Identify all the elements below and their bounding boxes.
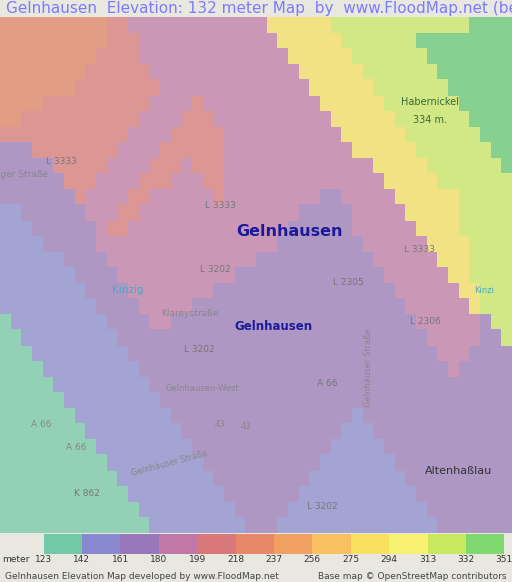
Text: Altenhaßlau: Altenhaßlau	[424, 466, 492, 475]
Text: 123: 123	[35, 555, 52, 564]
Text: Gelnhausen-West: Gelnhausen-West	[165, 384, 239, 393]
Text: Kinzig: Kinzig	[112, 285, 144, 296]
Bar	[236, 534, 274, 554]
Bar	[466, 534, 504, 554]
Text: K 862: K 862	[74, 489, 100, 498]
Text: 180: 180	[150, 555, 167, 564]
Text: Gelnhausen: Gelnhausen	[235, 320, 313, 333]
Text: eiger Straße: eiger Straße	[0, 170, 49, 179]
Bar	[428, 534, 466, 554]
Text: Klareystraße: Klareystraße	[161, 309, 218, 318]
Text: L 2305: L 2305	[333, 278, 364, 288]
Bar	[120, 534, 159, 554]
Text: L 3202: L 3202	[200, 265, 230, 274]
Bar	[197, 534, 236, 554]
Bar	[312, 534, 351, 554]
Text: 43: 43	[241, 423, 251, 431]
Text: 142: 142	[73, 555, 91, 564]
Text: Gelnhäuser Straße: Gelnhäuser Straße	[364, 328, 373, 407]
Text: A 66: A 66	[66, 443, 86, 452]
Text: 313: 313	[419, 555, 436, 564]
Text: 334 m.: 334 m.	[413, 115, 447, 126]
Text: 237: 237	[265, 555, 283, 564]
Text: A 66: A 66	[31, 420, 51, 429]
Bar	[82, 534, 120, 554]
Bar	[159, 534, 197, 554]
Text: meter: meter	[3, 555, 30, 564]
Text: Gelnhausen Elevation Map developed by www.FloodMap.net: Gelnhausen Elevation Map developed by ww…	[5, 572, 279, 581]
Text: 332: 332	[457, 555, 475, 564]
Text: 218: 218	[227, 555, 244, 564]
Text: L 3333: L 3333	[404, 245, 435, 254]
Text: 275: 275	[342, 555, 359, 564]
Text: L 2306: L 2306	[410, 317, 440, 326]
Text: Gelnhäuser Straße: Gelnhäuser Straße	[130, 449, 208, 478]
Bar	[389, 534, 428, 554]
Bar	[274, 534, 312, 554]
Text: Gelnhausen: Gelnhausen	[236, 223, 343, 239]
Text: L 3333: L 3333	[205, 201, 236, 210]
Text: Habernickel: Habernickel	[401, 97, 459, 108]
Text: 199: 199	[188, 555, 206, 564]
Text: L 3333: L 3333	[46, 157, 77, 166]
Text: A 66: A 66	[317, 379, 338, 388]
Text: 351: 351	[496, 555, 512, 564]
Text: Base map © OpenStreetMap contributors: Base map © OpenStreetMap contributors	[318, 572, 507, 581]
Text: Gelnhausen  Elevation: 132 meter Map  by  www.FloodMap.net (beta): Gelnhausen Elevation: 132 meter Map by w…	[6, 1, 512, 16]
Text: 43: 43	[215, 420, 225, 429]
Text: Kinzi: Kinzi	[474, 286, 494, 295]
Text: 294: 294	[380, 555, 398, 564]
Bar	[44, 534, 82, 554]
Text: 161: 161	[112, 555, 129, 564]
Text: L 3202: L 3202	[307, 502, 338, 511]
Text: L 3202: L 3202	[184, 345, 215, 354]
Bar	[351, 534, 389, 554]
Text: 256: 256	[304, 555, 321, 564]
